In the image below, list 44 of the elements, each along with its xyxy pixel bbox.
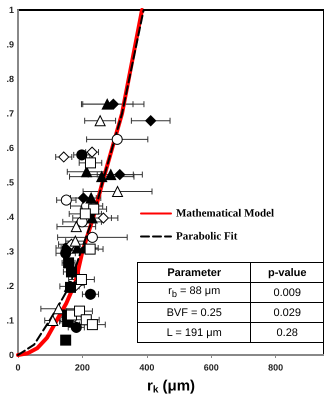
point [60,334,72,346]
point [86,319,98,330]
annotation: 0.009 [250,282,324,302]
point [86,232,98,243]
point [80,208,91,220]
y-tick-label: .2 [6,281,14,291]
annotation: BVF = 0.25 [138,302,251,322]
annotation: r$_{b}$ = 88 μm [138,282,251,302]
point [84,244,96,255]
point [114,169,126,180]
y-tick-label: .3 [6,246,14,256]
annotation: L = 191 μm [138,322,251,342]
x-tick-label: 0 [15,362,21,372]
point [105,169,116,180]
point [65,282,76,293]
point [102,98,113,110]
annotation: 0.28 [250,322,324,342]
point [60,248,72,259]
y-tick-label: .1 [6,316,14,326]
point [84,288,96,300]
point [78,192,89,204]
x-tick-label: 400 [139,362,154,372]
y-tick-label: .6 [6,143,14,153]
y-tick-label: .7 [6,108,14,118]
x-tick-label: 200 [74,362,90,372]
legend-label: Mathematical Model [176,208,274,220]
point [84,157,96,168]
x-tick-label: 600 [204,362,219,372]
point [112,134,123,145]
y-tick-label: 0 [8,350,14,360]
x-tick-label: 800 [268,362,284,372]
legend-label: Parabolic Fit [176,230,238,242]
annotation: Parameter [138,262,251,282]
point [76,274,87,285]
y-tick-label: 1 [8,5,14,15]
annotation: 0.029 [250,302,324,322]
annotation: p-value [250,262,324,282]
y-tick-label: .8 [6,74,14,84]
point [70,236,81,247]
y-tick-label: .9 [6,40,14,50]
point [66,266,77,278]
point [145,115,156,126]
y-tick-label: .4 [6,212,14,222]
y-tick-label: .5 [6,178,14,188]
